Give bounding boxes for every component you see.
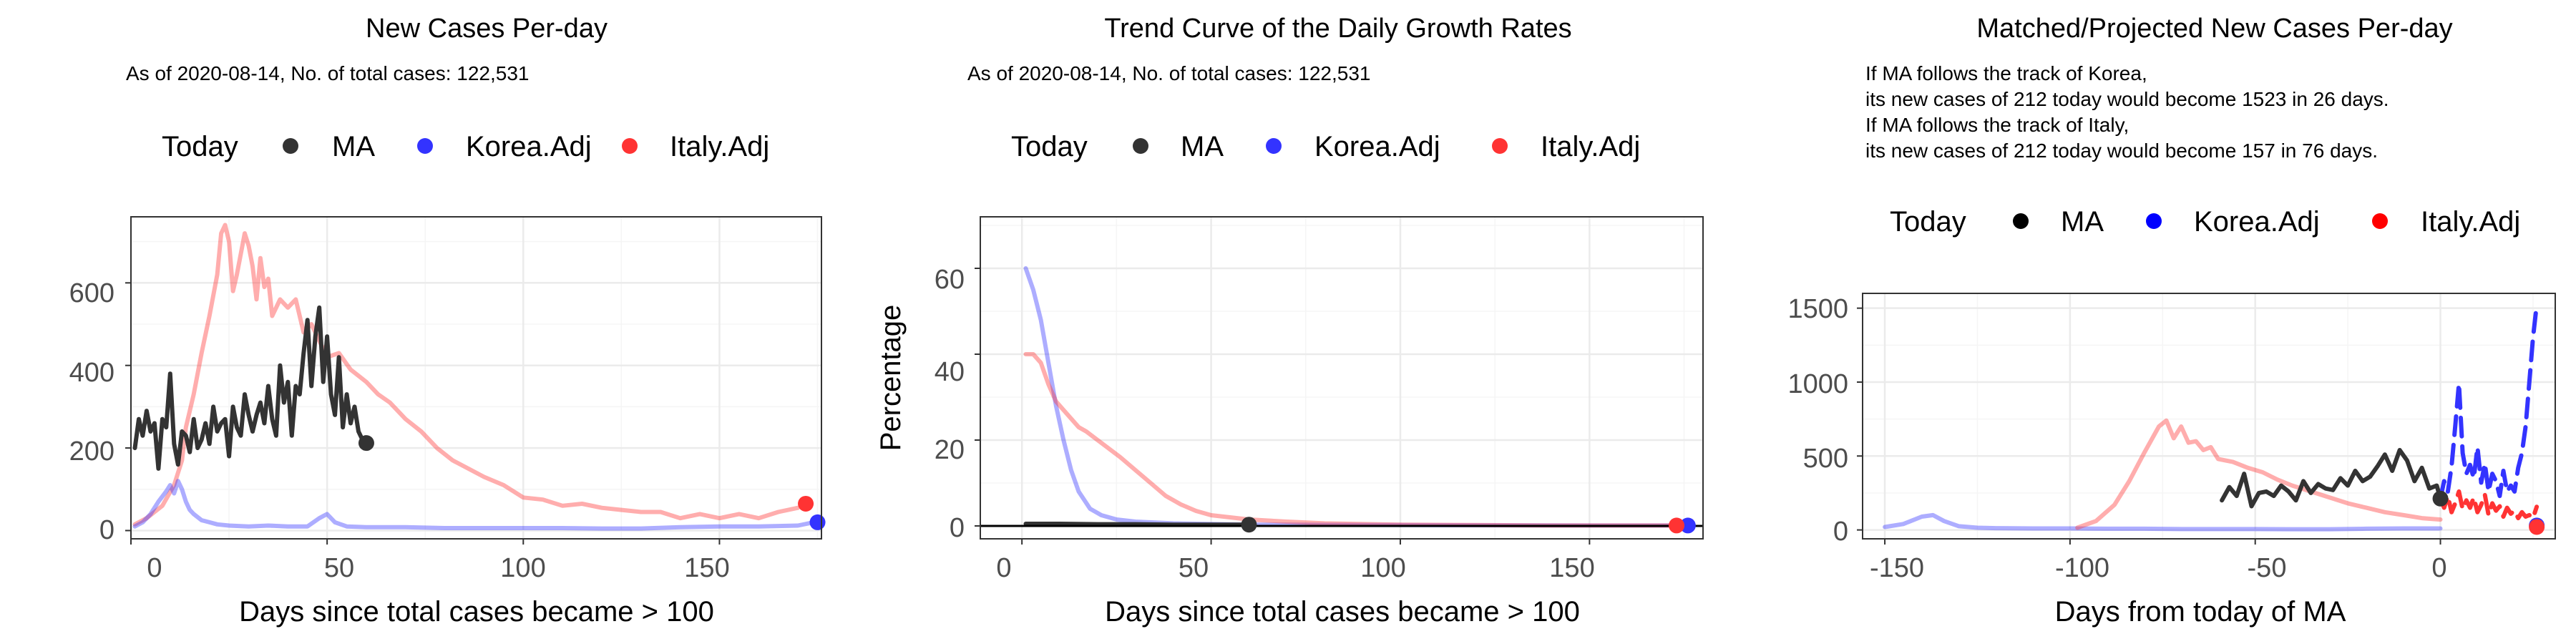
today-point-korea-adj [809, 514, 826, 530]
y-tick-label: 400 [69, 358, 114, 388]
x-tick-label: -50 [2248, 553, 2287, 583]
legend-label-korea: Korea.Adj [2194, 206, 2320, 238]
annotation-line: its new cases of 212 today would become … [1865, 88, 2389, 110]
x-tick-label: 50 [324, 553, 354, 583]
x-axis-label: Days from today of MA [2055, 596, 2346, 628]
legend-label-italy: Italy.Adj [2421, 206, 2520, 238]
x-tick-label: 0 [147, 553, 162, 583]
y-tick-label: 0 [99, 515, 114, 545]
annotation-line: If MA follows the track of Korea, [1865, 62, 2147, 84]
plot-grid [975, 217, 1703, 545]
legend-title: Today [1011, 131, 1088, 162]
series-line-ma [132, 305, 369, 471]
annotation-line: its new cases of 212 today would become … [1865, 140, 2378, 162]
x-axis-label: Days since total cases became > 100 [239, 596, 714, 628]
panel-growth-rates: Trend Curve of the Daily Growth Rates As… [875, 14, 1704, 628]
series-line-ma [1023, 522, 1252, 527]
legend-label-korea: Korea.Adj [1314, 131, 1440, 162]
today-point-italy-adj [2529, 519, 2545, 535]
series-line-italy-adj [2438, 489, 2540, 521]
y-axis-ticks: 0 200 400 600 [69, 278, 114, 545]
legend: Today MA Korea.Adj Italy.Adj [1890, 206, 2520, 238]
plot-background [131, 217, 821, 539]
y-tick-label: 0 [1833, 517, 1848, 547]
x-tick-label: 0 [996, 553, 1011, 583]
chart-title: Trend Curve of the Daily Growth Rates [1104, 14, 1571, 44]
plot-data [132, 223, 826, 531]
x-tick-label: -150 [1870, 553, 1924, 583]
legend-key-korea [417, 138, 433, 154]
x-tick-label: -100 [2055, 553, 2109, 583]
today-point-korea-adj [1679, 517, 1696, 534]
legend-key-korea [2146, 213, 2162, 229]
legend-label-italy: Italy.Adj [1541, 131, 1640, 162]
series-line-italy-adj [1023, 352, 1675, 528]
plot-frame [1862, 293, 2556, 540]
y-tick-label: 40 [935, 357, 965, 387]
today-point-italy-adj [798, 495, 814, 512]
y-tick-label: 500 [1803, 444, 1848, 474]
y-tick-label: 0 [950, 513, 965, 543]
legend-label-ma: MA [2061, 206, 2104, 238]
chart-title: Matched/Projected New Cases Per-day [1976, 14, 2452, 44]
today-point-italy-adj [1668, 517, 1684, 534]
legend-key-korea [1266, 138, 1282, 154]
today-point-ma [1241, 517, 1257, 533]
legend: Today MA Korea.Adj Italy.Adj [162, 131, 769, 162]
plot-background [980, 217, 1703, 539]
chart-title: New Cases Per-day [366, 14, 608, 44]
x-tick-label: 100 [1360, 553, 1405, 583]
y-tick-label: 1000 [1787, 369, 1848, 399]
y-axis-label: Percentage [875, 305, 907, 452]
x-tick-label: 150 [684, 553, 729, 583]
legend-label-korea: Korea.Adj [466, 131, 592, 162]
legend-title: Today [162, 131, 238, 162]
plot-data [1883, 302, 2545, 535]
legend-key-ma [1133, 138, 1148, 154]
annotation-line: If MA follows the track of Italy, [1865, 114, 2129, 136]
x-tick-label: 0 [2431, 553, 2446, 583]
legend-key-italy [2372, 213, 2388, 229]
annotation-block: If MA follows the track of Korea, its ne… [1865, 62, 2389, 162]
plot-frame [980, 216, 1704, 540]
y-tick-label: 600 [69, 278, 114, 308]
chart-subtitle: As of 2020-08-14, No. of total cases: 12… [126, 62, 529, 84]
series-line-korea-adj [1883, 512, 2443, 532]
series-line-italy-adj [2075, 418, 2443, 530]
x-axis-ticks: -150 -100 -50 0 [1870, 553, 2447, 583]
series-line-ma [2220, 448, 2443, 509]
legend-label-ma: MA [332, 131, 375, 162]
legend-label-ma: MA [1181, 131, 1224, 162]
y-tick-label: 60 [935, 265, 965, 295]
panel-projected: Matched/Projected New Cases Per-day If M… [1787, 14, 2556, 628]
legend-key-italy [1492, 138, 1508, 154]
y-axis-ticks: 0 20 40 60 [935, 265, 965, 543]
legend: Today MA Korea.Adj Italy.Adj [1011, 131, 1640, 162]
x-axis-ticks: 0 50 100 150 [996, 553, 1594, 583]
x-tick-label: 50 [1179, 553, 1209, 583]
y-tick-label: 20 [935, 435, 965, 465]
plot-data [980, 266, 1703, 534]
today-point-ma [2432, 490, 2449, 507]
x-tick-label: 100 [500, 553, 545, 583]
panel-new-cases: New Cases Per-day As of 2020-08-14, No. … [69, 14, 826, 628]
y-tick-label: 1500 [1787, 294, 1848, 324]
legend-title: Today [1890, 206, 1966, 238]
legend-label-italy: Italy.Adj [670, 131, 769, 162]
y-tick-label: 200 [69, 436, 114, 467]
series-line-korea-adj [132, 479, 816, 531]
x-tick-label: 150 [1549, 553, 1594, 583]
today-point-ma [358, 435, 374, 452]
series-line-korea-adj [1023, 266, 1687, 528]
legend-key-ma [283, 138, 298, 154]
series-line-korea-adj [2438, 302, 2540, 501]
x-axis-ticks: 0 50 100 150 [147, 553, 729, 583]
y-axis-ticks: 0 500 1000 1500 [1787, 294, 1848, 547]
x-axis-label: Days since total cases became > 100 [1105, 596, 1580, 628]
legend-key-italy [622, 138, 638, 154]
legend-key-ma [2013, 213, 2029, 229]
chart-subtitle: As of 2020-08-14, No. of total cases: 12… [967, 62, 1370, 84]
plot-frame [130, 216, 822, 540]
